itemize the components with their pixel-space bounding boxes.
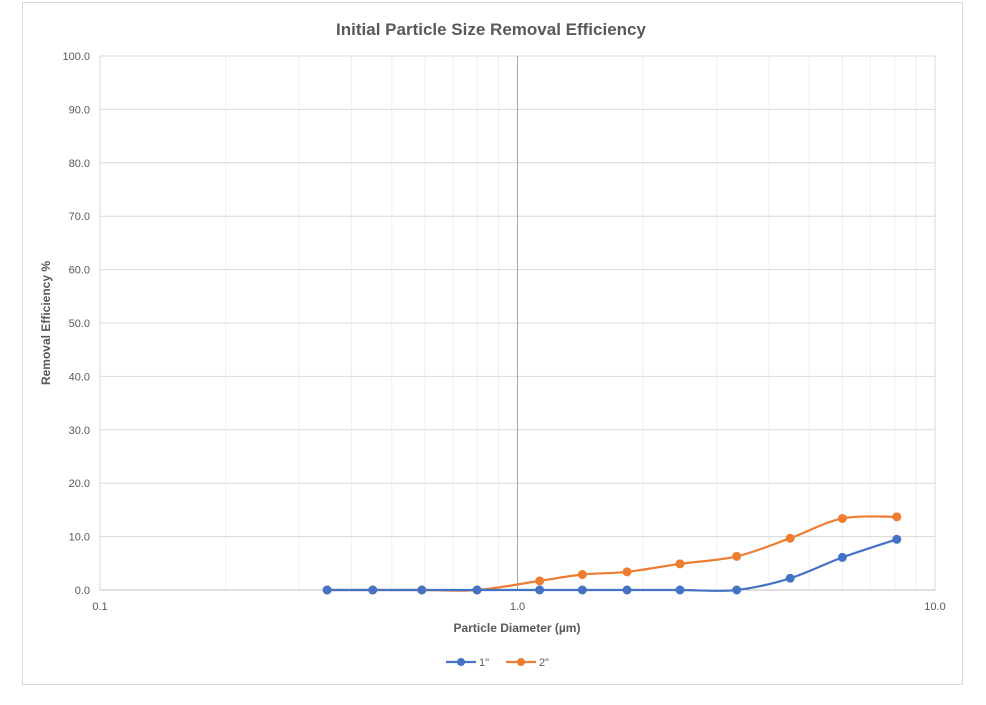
series-1-point bbox=[785, 573, 795, 583]
series-2-point bbox=[577, 570, 587, 580]
legend-label: 2" bbox=[539, 657, 549, 669]
y-tick-label: 30.0 bbox=[69, 425, 90, 437]
series-1-point bbox=[322, 585, 332, 595]
y-tick-label: 100.0 bbox=[62, 51, 90, 63]
series-2-point bbox=[622, 567, 632, 577]
y-tick-label: 40.0 bbox=[69, 371, 90, 383]
x-tick-label: 0.1 bbox=[92, 601, 107, 613]
y-tick-label: 90.0 bbox=[69, 104, 90, 116]
y-tick-label: 10.0 bbox=[69, 532, 90, 544]
series-2-point bbox=[732, 551, 742, 561]
y-tick-label: 50.0 bbox=[69, 318, 90, 330]
legend-swatch-marker bbox=[457, 658, 465, 666]
series-2-point bbox=[675, 559, 685, 569]
series-1-point bbox=[577, 585, 587, 595]
series-2-point bbox=[785, 533, 795, 543]
series-1-point bbox=[837, 552, 847, 562]
x-axis-title: Particle Diameter (µm) bbox=[454, 621, 581, 635]
axis-layer: 0.0 10.0 20.0 30.0 40.0 50.0 60.0 70.0 80.0 90.0 1… bbox=[62, 51, 945, 613]
series-1-point bbox=[892, 534, 902, 544]
y-axis-title: Removal Efficiency % bbox=[39, 261, 53, 385]
series-2-point bbox=[837, 513, 847, 523]
series-1-point bbox=[732, 585, 742, 595]
legend-label: 1" bbox=[479, 657, 489, 669]
series-1-point bbox=[622, 585, 632, 595]
y-tick-label: 0.0 bbox=[75, 585, 90, 597]
series-2-point bbox=[892, 512, 902, 522]
x-tick-label: 10.0 bbox=[924, 601, 945, 613]
series-1-point bbox=[417, 585, 427, 595]
series-1-point bbox=[472, 585, 482, 595]
chart-title: Initial Particle Size Removal Efficiency bbox=[336, 20, 646, 39]
series-1-point bbox=[368, 585, 378, 595]
legend: 1" 2" bbox=[446, 657, 549, 669]
series-layer bbox=[322, 512, 902, 595]
series-2-point bbox=[535, 576, 545, 586]
y-tick-label: 20.0 bbox=[69, 478, 90, 490]
y-tick-label: 60.0 bbox=[69, 265, 90, 277]
x-tick-label: 1.0 bbox=[510, 601, 525, 613]
series-1-point bbox=[535, 585, 545, 595]
chart-frame bbox=[22, 2, 963, 685]
y-tick-label: 80.0 bbox=[69, 158, 90, 170]
series-1-point bbox=[675, 585, 685, 595]
y-tick-label: 70.0 bbox=[69, 211, 90, 223]
legend-swatch-marker bbox=[517, 658, 525, 666]
